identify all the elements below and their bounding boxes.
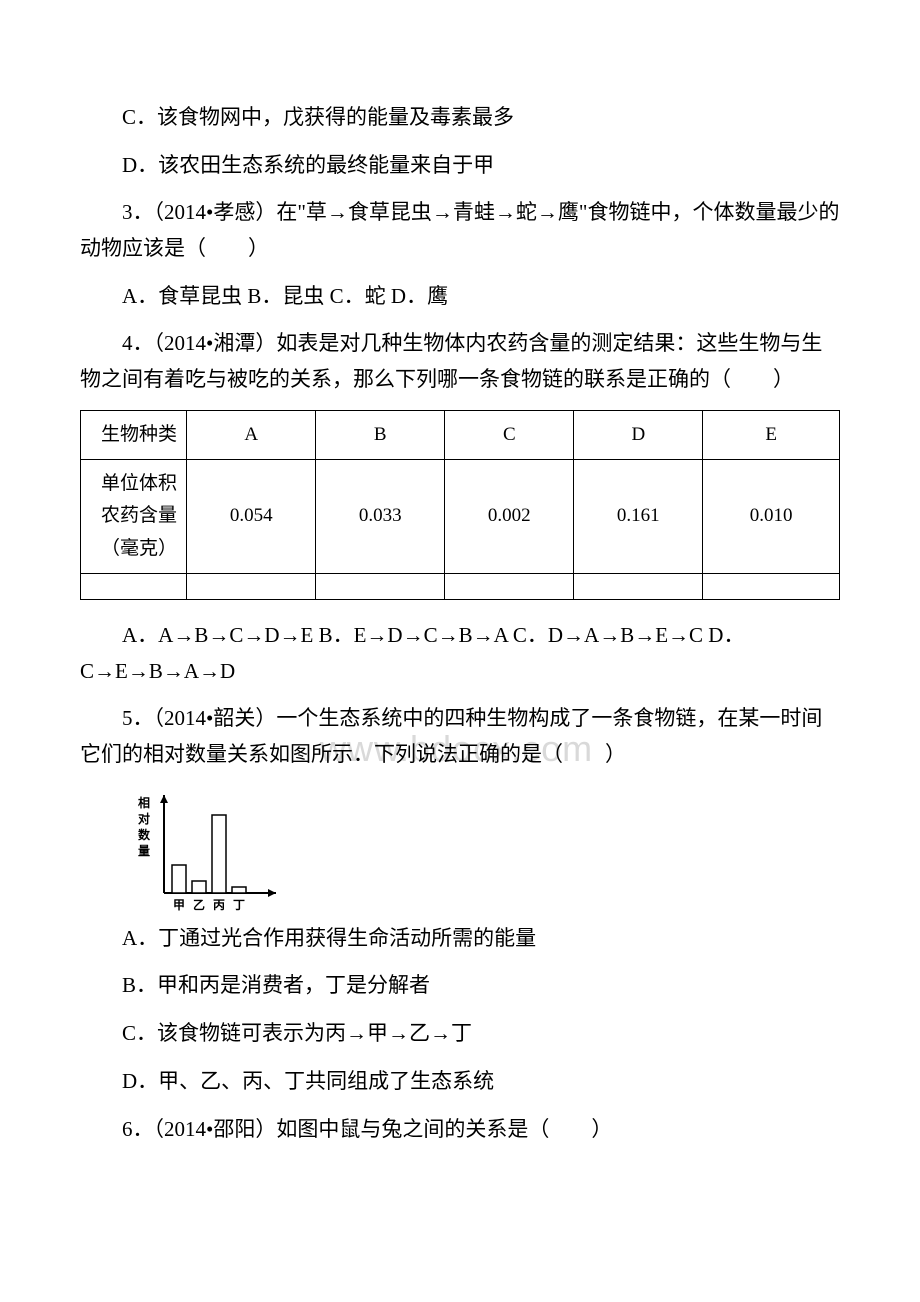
q4-options-text: A．A→B→C→D→E B．E→D→C→B→A C．D→A→B→E→C D．C→…	[80, 618, 840, 689]
table-col-d: D	[574, 410, 703, 459]
svg-text:相: 相	[138, 795, 150, 810]
table-col-c: C	[445, 410, 574, 459]
table-col-a: A	[187, 410, 316, 459]
pesticide-table: 生物种类 A B C D E 单位体积农药含量（毫克） 0.054 0.033 …	[80, 410, 840, 600]
option-c: C．该食物网中，戊获得的能量及毒素最多	[80, 100, 840, 136]
table-cell	[187, 574, 316, 600]
question-5: 5．（2014•韶关）一个生态系统中的四种生物构成了一条食物链，在某一时间它们的…	[80, 701, 840, 772]
question-5-option-b: B．甲和丙是消费者，丁是分解者	[80, 968, 840, 1004]
table-cell	[445, 574, 574, 600]
question-5-option-d: D．甲、乙、丙、丁共同组成了生态系统	[80, 1064, 840, 1100]
svg-text:数: 数	[138, 827, 151, 842]
bar-chart: 相对数量甲乙丙丁	[126, 785, 840, 915]
question-4-options: A．A→B→C→D→E B．E→D→C→B→A C．D→A→B→E→C D．C→…	[80, 618, 840, 689]
table-col-e: E	[703, 410, 840, 459]
option-d: D．该农田生态系统的最终能量来自于甲	[80, 148, 840, 184]
question-5-option-a: A．丁通过光合作用获得生命活动所需的能量	[80, 921, 840, 957]
question-3-options: A．食草昆虫 B．昆虫 C．蛇 D．鹰	[80, 279, 840, 315]
question-4: 4．（2014•湘潭）如表是对几种生物体内农药含量的测定结果：这些生物与生物之间…	[80, 326, 840, 397]
svg-text:丁: 丁	[233, 898, 245, 912]
question-6: 6．（2014•邵阳）如图中鼠与兔之间的关系是（ ）	[80, 1112, 840, 1148]
svg-text:丙: 丙	[213, 898, 225, 912]
bar-chart-svg: 相对数量甲乙丙丁	[126, 785, 286, 915]
table-row: 单位体积农药含量（毫克） 0.054 0.033 0.002 0.161 0.0…	[81, 460, 840, 574]
document-content: C．该食物网中，戊获得的能量及毒素最多 D．该农田生态系统的最终能量来自于甲 3…	[80, 100, 840, 1147]
table-cell: 0.161	[574, 460, 703, 574]
table-cell: 0.002	[445, 460, 574, 574]
svg-text:量: 量	[138, 844, 150, 858]
table-row-label: 单位体积农药含量（毫克）	[81, 460, 187, 574]
table-cell	[703, 574, 840, 600]
table-cell	[316, 574, 445, 600]
svg-text:甲: 甲	[173, 898, 185, 912]
table-cell: 0.033	[316, 460, 445, 574]
svg-text:乙: 乙	[193, 898, 205, 912]
table-cell	[81, 574, 187, 600]
table-row	[81, 574, 840, 600]
question-3: 3．（2014•孝感）在"草→食草昆虫→青蛙→蛇→鹰"食物链中，个体数量最少的动…	[80, 195, 840, 266]
table-cell: 0.054	[187, 460, 316, 574]
table-header-species: 生物种类	[81, 410, 187, 459]
table-cell: 0.010	[703, 460, 840, 574]
table-col-b: B	[316, 410, 445, 459]
table-row: 生物种类 A B C D E	[81, 410, 840, 459]
svg-text:对: 对	[138, 811, 150, 826]
question-5-option-c: C．该食物链可表示为丙→甲→乙→丁	[80, 1016, 840, 1052]
table-cell	[574, 574, 703, 600]
